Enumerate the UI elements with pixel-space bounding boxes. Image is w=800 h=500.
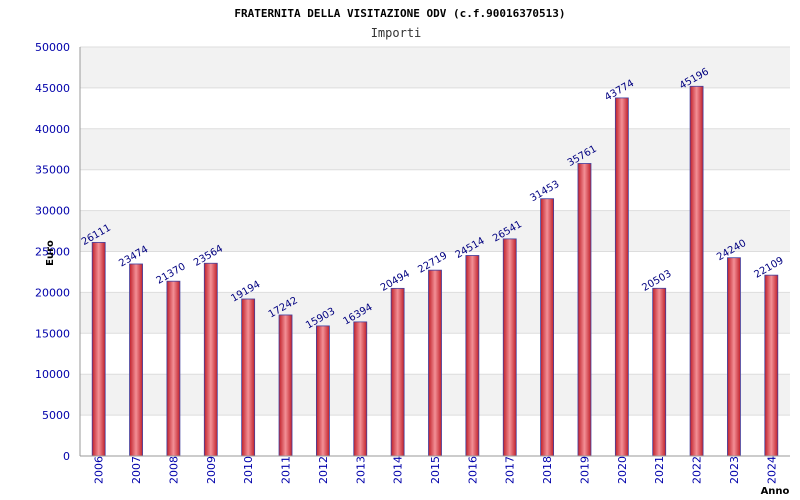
y-tick-label: 0 [63, 450, 70, 463]
y-tick-label: 5000 [42, 409, 70, 422]
y-tick-label: 35000 [35, 164, 70, 177]
chart-subtitle: Importi [371, 26, 422, 40]
bar [540, 198, 555, 457]
x-tick-label: 2023 [728, 456, 741, 484]
x-axis-label: Anno [761, 486, 790, 497]
bar [129, 263, 143, 457]
x-tick-label: 2007 [130, 456, 143, 484]
x-axis-ticks: 2006 2007 2008 2009 2010 2011 2012 2013 2014 2015… [93, 456, 779, 484]
bar [502, 238, 517, 457]
x-tick-label: 2010 [242, 456, 255, 484]
x-tick-label: 2011 [280, 456, 293, 484]
grid-band [80, 47, 790, 88]
bar [577, 163, 592, 457]
bar [727, 257, 741, 457]
x-tick-label: 2012 [317, 456, 330, 484]
x-tick-label: 2022 [691, 456, 704, 484]
x-tick-label: 2021 [653, 456, 666, 484]
x-tick-label: 2015 [429, 456, 442, 484]
bar [390, 287, 405, 457]
bar [353, 321, 368, 457]
bar [241, 298, 256, 457]
y-tick-label: 20000 [35, 286, 70, 299]
bars [91, 85, 779, 457]
bar [315, 325, 330, 457]
x-tick-label: 2019 [578, 456, 591, 484]
y-tick-label: 30000 [35, 205, 70, 218]
y-tick-label: 45000 [35, 82, 70, 95]
x-tick-label: 2013 [354, 456, 367, 484]
x-tick-label: 2017 [504, 456, 517, 484]
bar [428, 269, 442, 457]
x-tick-label: 2016 [466, 456, 479, 484]
grid-band [80, 210, 790, 252]
bar [652, 287, 667, 457]
y-tick-label: 10000 [35, 368, 70, 381]
y-tick-label: 50000 [35, 41, 70, 54]
y-axis-ticks: 0 5000 10000 15000 20000 25000 30000 35000 40000… [35, 41, 70, 463]
x-tick-label: 2009 [205, 456, 218, 484]
x-tick-label: 2018 [541, 456, 554, 484]
bar [764, 274, 779, 457]
bar [91, 242, 106, 457]
bar [203, 262, 218, 457]
grid-band [80, 128, 790, 170]
y-axis-label: Euro [45, 240, 56, 266]
x-tick-label: 2020 [616, 456, 629, 484]
x-tick-label: 2014 [392, 456, 405, 484]
chart-title: FRATERNITA DELLA VISITAZIONE ODV (c.f.90… [234, 7, 565, 20]
bar [614, 97, 629, 457]
x-tick-label: 2006 [93, 456, 106, 484]
bar [166, 280, 181, 457]
y-tick-label: 15000 [35, 327, 70, 340]
y-tick-label: 25000 [35, 246, 70, 259]
bar [689, 85, 704, 457]
bar [465, 255, 480, 457]
x-tick-label: 2024 [765, 456, 778, 484]
y-tick-label: 40000 [35, 123, 70, 136]
x-tick-label: 2008 [167, 456, 180, 484]
bar [278, 314, 293, 457]
